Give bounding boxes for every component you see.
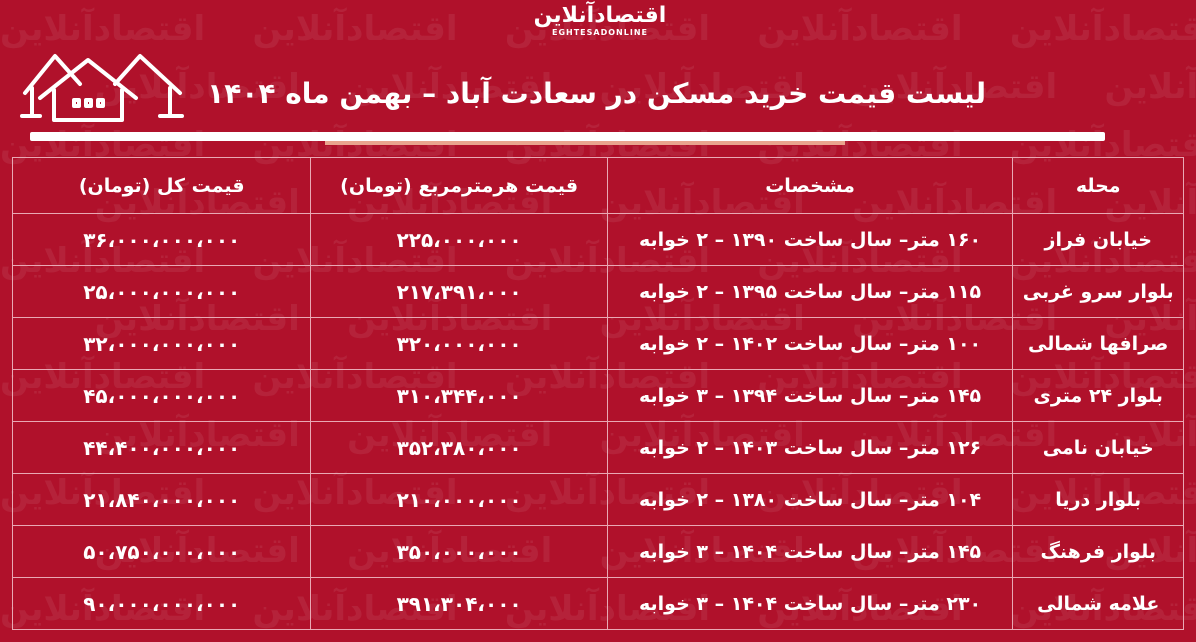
- cell-neighborhood: صرافها شمالی: [1012, 317, 1184, 370]
- table-header-row: محله مشخصات قیمت هرمترمربع (تومان) قیمت …: [11, 157, 1184, 214]
- cell-specs: ۱۶۰ متر– سال ساخت ۱۳۹۰ – ۲ خوابه: [606, 213, 1014, 266]
- cell-total-price: ۳۶،۰۰۰،۰۰۰،۰۰۰: [11, 213, 312, 266]
- header-price-per-sqm: قیمت هرمترمربع (تومان): [310, 157, 608, 214]
- header-neighborhood: محله: [1012, 157, 1184, 214]
- eghtesadonline-logo: اقتصادآنلاین EGHTESADONLINE: [510, 4, 690, 38]
- logo-text-en: EGHTESADONLINE: [552, 28, 648, 37]
- table-row: بلوار ۲۴ متری ۱۴۵ متر– سال ساخت ۱۳۹۴ – ۳ …: [11, 369, 1184, 422]
- price-table: محله مشخصات قیمت هرمترمربع (تومان) قیمت …: [11, 157, 1184, 630]
- cell-specs: ۱۰۰ متر– سال ساخت ۱۴۰۲ – ۲ خوابه: [606, 317, 1014, 370]
- cell-price-per-sqm: ۳۵۰،۰۰۰،۰۰۰: [310, 525, 608, 578]
- cell-neighborhood: بلوار سرو غربی: [1012, 265, 1184, 318]
- cell-specs: ۱۴۵ متر– سال ساخت ۱۴۰۴ – ۳ خوابه: [606, 525, 1014, 578]
- houses-icon: [20, 54, 184, 122]
- table-row: صرافها شمالی ۱۰۰ متر– سال ساخت ۱۴۰۲ – ۲ خ…: [11, 317, 1184, 370]
- cell-price-per-sqm: ۳۵۲،۳۸۰،۰۰۰: [310, 421, 608, 474]
- cell-specs: ۱۴۵ متر– سال ساخت ۱۳۹۴ – ۳ خوابه: [606, 369, 1014, 422]
- cell-total-price: ۳۲،۰۰۰،۰۰۰،۰۰۰: [11, 317, 312, 370]
- cell-price-per-sqm: ۲۲۵،۰۰۰،۰۰۰: [310, 213, 608, 266]
- cell-price-per-sqm: ۳۲۰،۰۰۰،۰۰۰: [310, 317, 608, 370]
- title-accent-divider: [325, 141, 845, 145]
- table-row: خیابان فراز ۱۶۰ متر– سال ساخت ۱۳۹۰ – ۲ خو…: [11, 213, 1184, 266]
- table-row: بلوار فرهنگ ۱۴۵ متر– سال ساخت ۱۴۰۴ – ۳ خو…: [11, 525, 1184, 578]
- cell-neighborhood: بلوار دریا: [1012, 473, 1184, 526]
- cell-total-price: ۲۱،۸۴۰،۰۰۰،۰۰۰: [11, 473, 312, 526]
- cell-neighborhood: خیابان فراز: [1012, 213, 1184, 266]
- cell-specs: ۱۱۵ متر– سال ساخت ۱۳۹۵ – ۲ خوابه: [606, 265, 1014, 318]
- cell-specs: ۱۲۶ متر– سال ساخت ۱۴۰۳ – ۲ خوابه: [606, 421, 1014, 474]
- page-title: لیست قیمت خرید مسکن در سعادت آباد – بهمن…: [207, 77, 986, 110]
- table-row: خیابان نامی ۱۲۶ متر– سال ساخت ۱۴۰۳ – ۲ خو…: [11, 421, 1184, 474]
- cell-total-price: ۴۴،۴۰۰،۰۰۰،۰۰۰: [11, 421, 312, 474]
- title-divider: [30, 132, 1105, 141]
- table-row: بلوار دریا ۱۰۴ متر– سال ساخت ۱۳۸۰ – ۲ خوا…: [11, 473, 1184, 526]
- table-row: علامه شمالی ۲۳۰ متر– سال ساخت ۱۴۰۴ – ۳ خو…: [11, 577, 1184, 630]
- cell-price-per-sqm: ۲۱۰،۰۰۰،۰۰۰: [310, 473, 608, 526]
- cell-price-per-sqm: ۲۱۷،۳۹۱،۰۰۰: [310, 265, 608, 318]
- cell-neighborhood: خیابان نامی: [1012, 421, 1184, 474]
- cell-neighborhood: بلوار ۲۴ متری: [1012, 369, 1184, 422]
- header-total-price: قیمت کل (تومان): [11, 157, 312, 214]
- cell-specs: ۱۰۴ متر– سال ساخت ۱۳۸۰ – ۲ خوابه: [606, 473, 1014, 526]
- cell-price-per-sqm: ۳۱۰،۳۴۴،۰۰۰: [310, 369, 608, 422]
- table-row: بلوار سرو غربی ۱۱۵ متر– سال ساخت ۱۳۹۵ – ۲…: [11, 265, 1184, 318]
- cell-neighborhood: بلوار فرهنگ: [1012, 525, 1184, 578]
- header-specs: مشخصات: [606, 157, 1014, 214]
- cell-total-price: ۴۵،۰۰۰،۰۰۰،۰۰۰: [11, 369, 312, 422]
- cell-price-per-sqm: ۳۹۱،۳۰۴،۰۰۰: [310, 577, 608, 630]
- logo-text-fa: اقتصادآنلاین: [533, 3, 667, 28]
- cell-neighborhood: علامه شمالی: [1012, 577, 1184, 630]
- cell-total-price: ۵۰،۷۵۰،۰۰۰،۰۰۰: [11, 525, 312, 578]
- cell-total-price: ۲۵،۰۰۰،۰۰۰،۰۰۰: [11, 265, 312, 318]
- cell-total-price: ۹۰،۰۰۰،۰۰۰،۰۰۰: [11, 577, 312, 630]
- cell-specs: ۲۳۰ متر– سال ساخت ۱۴۰۴ – ۳ خوابه: [606, 577, 1014, 630]
